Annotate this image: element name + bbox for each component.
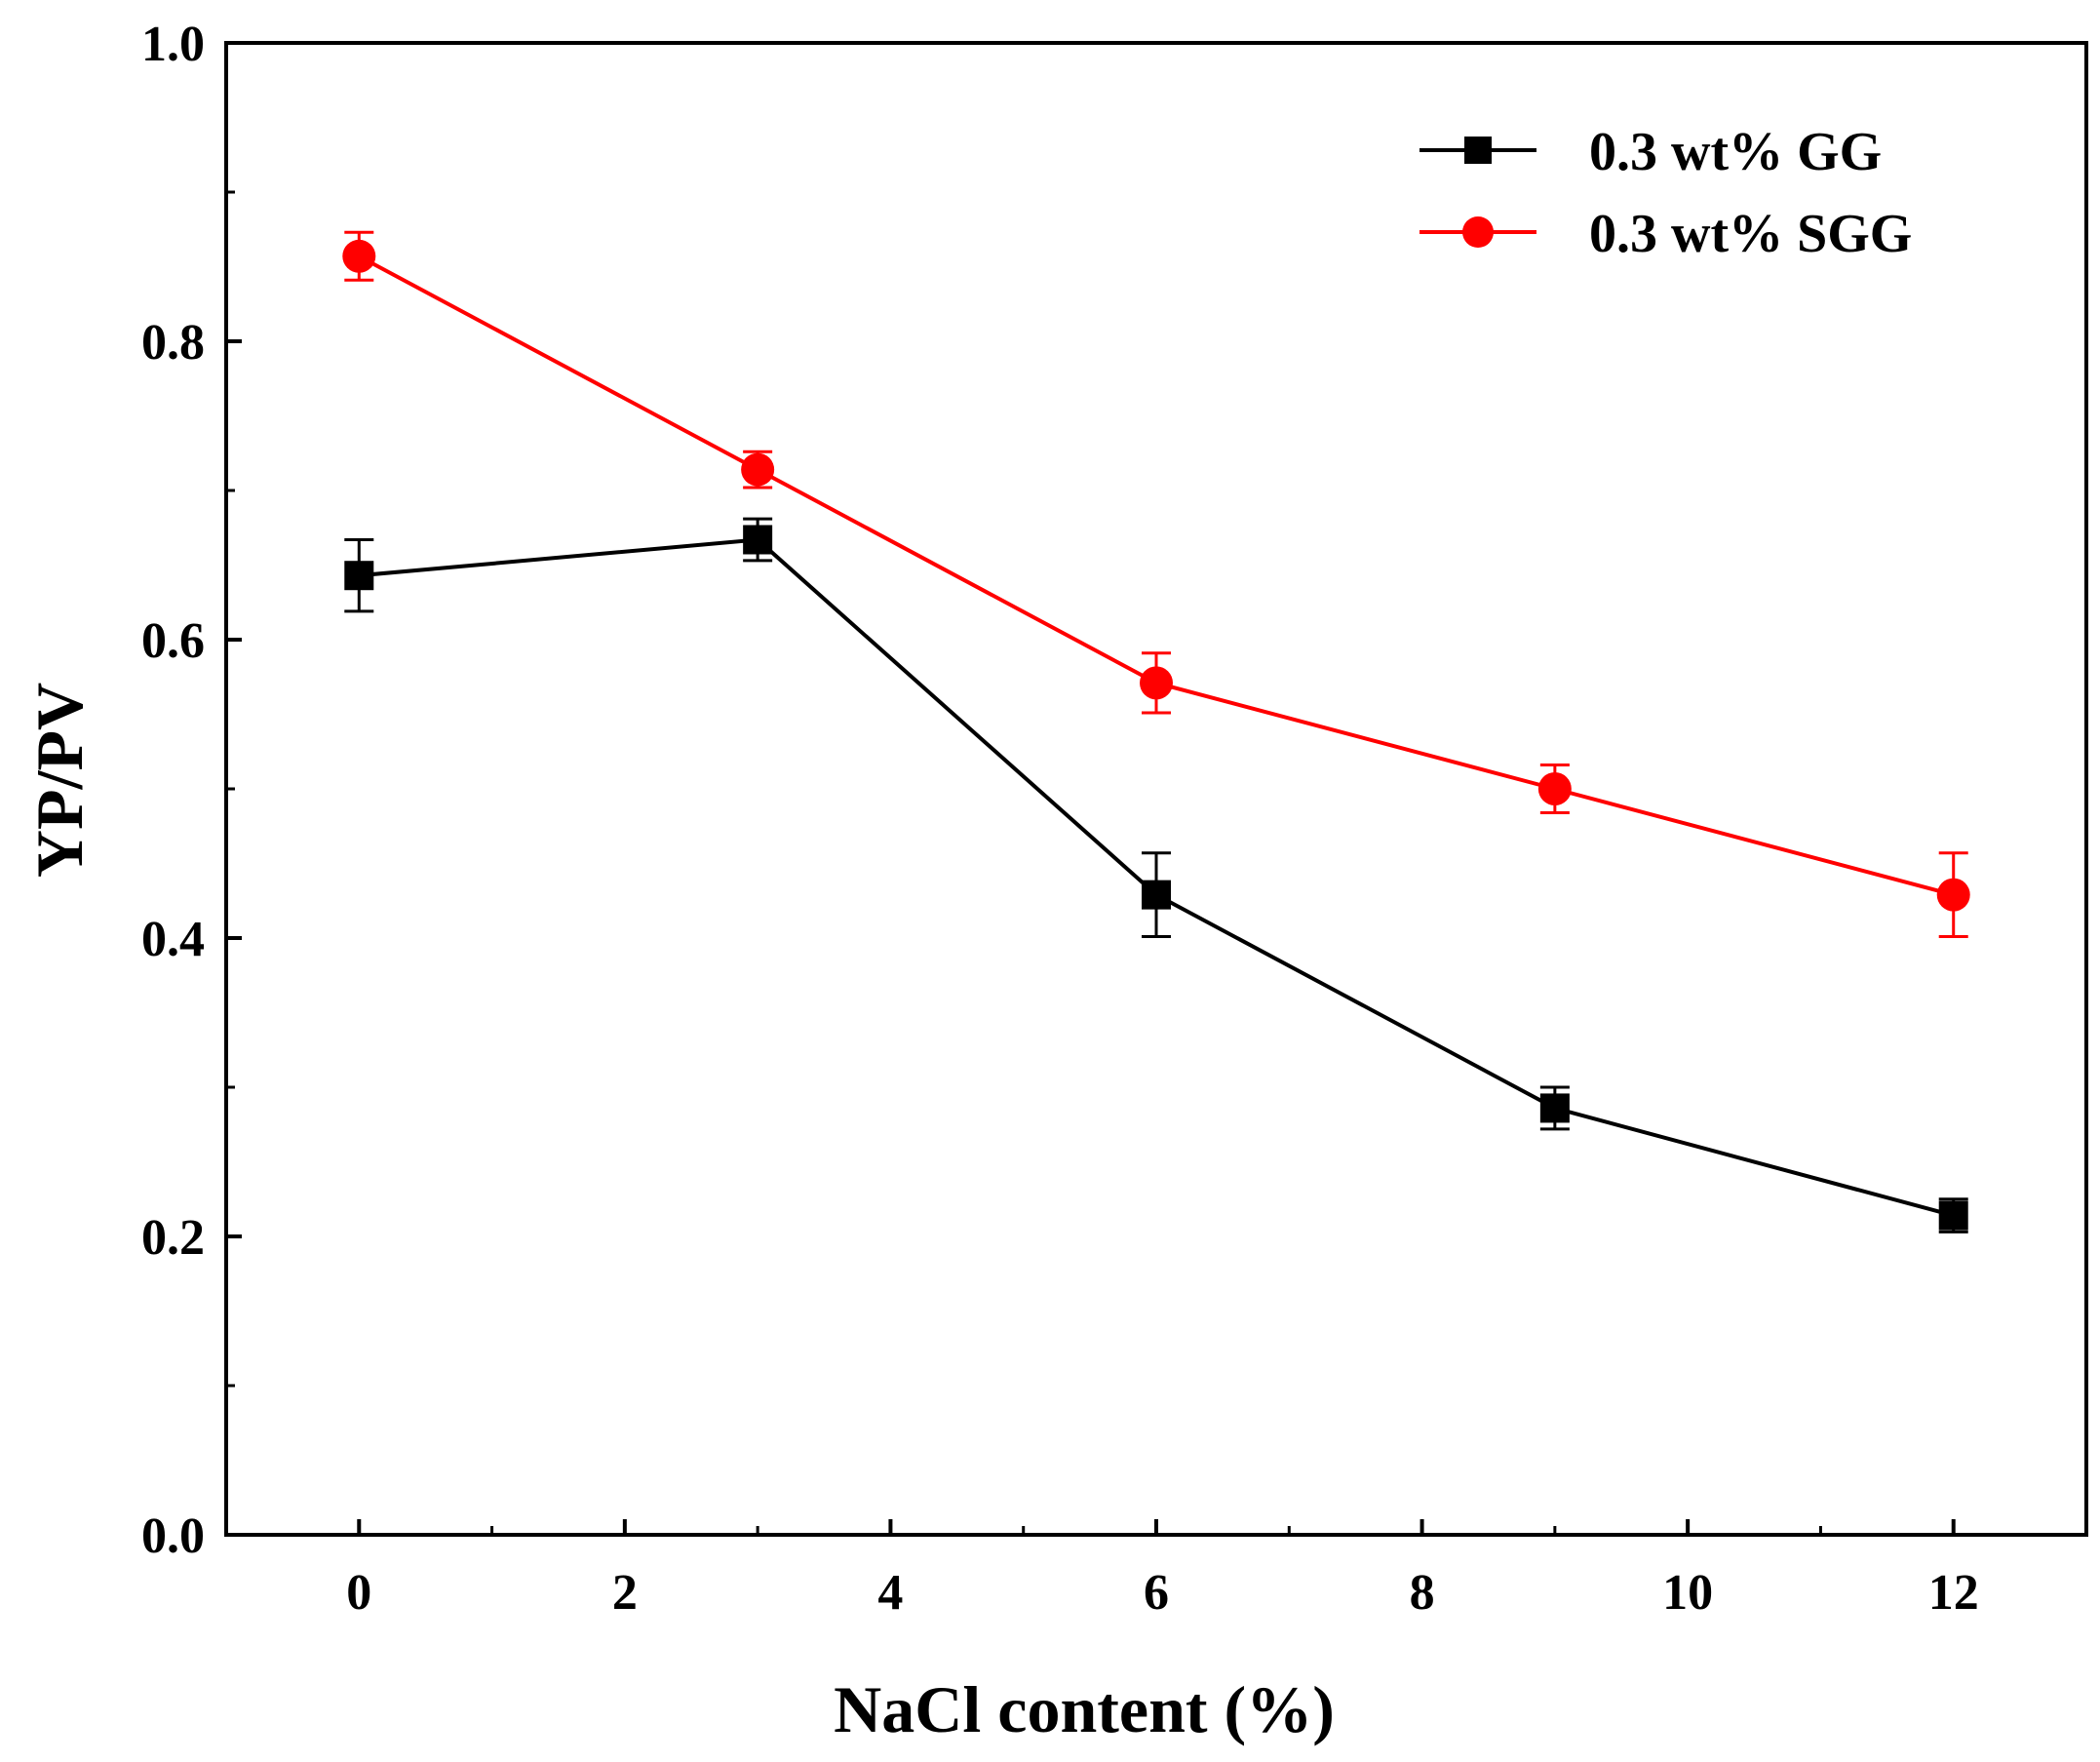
data-point — [1140, 666, 1173, 700]
legend-label-gg: 0.3 wt% GG — [1589, 122, 1882, 182]
data-point — [1938, 1200, 1968, 1231]
y-tick-label: 1.0 — [141, 17, 205, 72]
y-tick-label: 0.4 — [141, 912, 205, 967]
data-point — [743, 525, 773, 555]
y-tick-label: 0.8 — [141, 315, 205, 371]
series-sgg — [342, 230, 1970, 938]
data-point — [1142, 880, 1171, 910]
x-tick-label: 4 — [877, 1565, 903, 1621]
y-axis: 0.0 0.2 0.4 0.6 0.8 1.0 — [141, 17, 242, 1564]
legend: 0.3 wt% GG 0.3 wt% SGG — [1419, 122, 1912, 264]
data-point — [741, 452, 775, 487]
data-point — [1936, 878, 1970, 912]
x-tick-label: 10 — [1662, 1565, 1713, 1621]
x-tick-label: 8 — [1410, 1565, 1435, 1621]
x-tick-label: 0 — [346, 1565, 371, 1621]
legend-marker-gg — [1464, 137, 1492, 164]
y-axis-title: YP/PV — [22, 683, 97, 878]
legend-label-sgg: 0.3 wt% SGG — [1589, 204, 1912, 264]
x-tick-label: 12 — [1928, 1565, 1979, 1621]
y-tick-label: 0.0 — [141, 1508, 205, 1564]
data-point — [1539, 1093, 1570, 1123]
x-axis: 0 2 4 6 8 10 12 — [346, 1519, 1979, 1621]
x-axis-title: NaCl content (%) — [834, 1672, 1335, 1746]
data-point — [1537, 772, 1572, 805]
series-line — [358, 255, 1955, 897]
y-tick-label: 0.2 — [141, 1210, 205, 1266]
data-point — [342, 239, 376, 273]
series-gg — [344, 517, 1968, 1233]
series-layer — [342, 230, 1970, 1233]
plot-border — [224, 41, 2088, 1537]
plot-frame — [224, 41, 2088, 1537]
x-tick-label: 2 — [612, 1565, 638, 1621]
y-tick-label: 0.6 — [141, 613, 205, 669]
legend-marker-sgg — [1462, 216, 1494, 248]
x-tick-label: 6 — [1144, 1565, 1169, 1621]
data-point — [344, 561, 374, 591]
